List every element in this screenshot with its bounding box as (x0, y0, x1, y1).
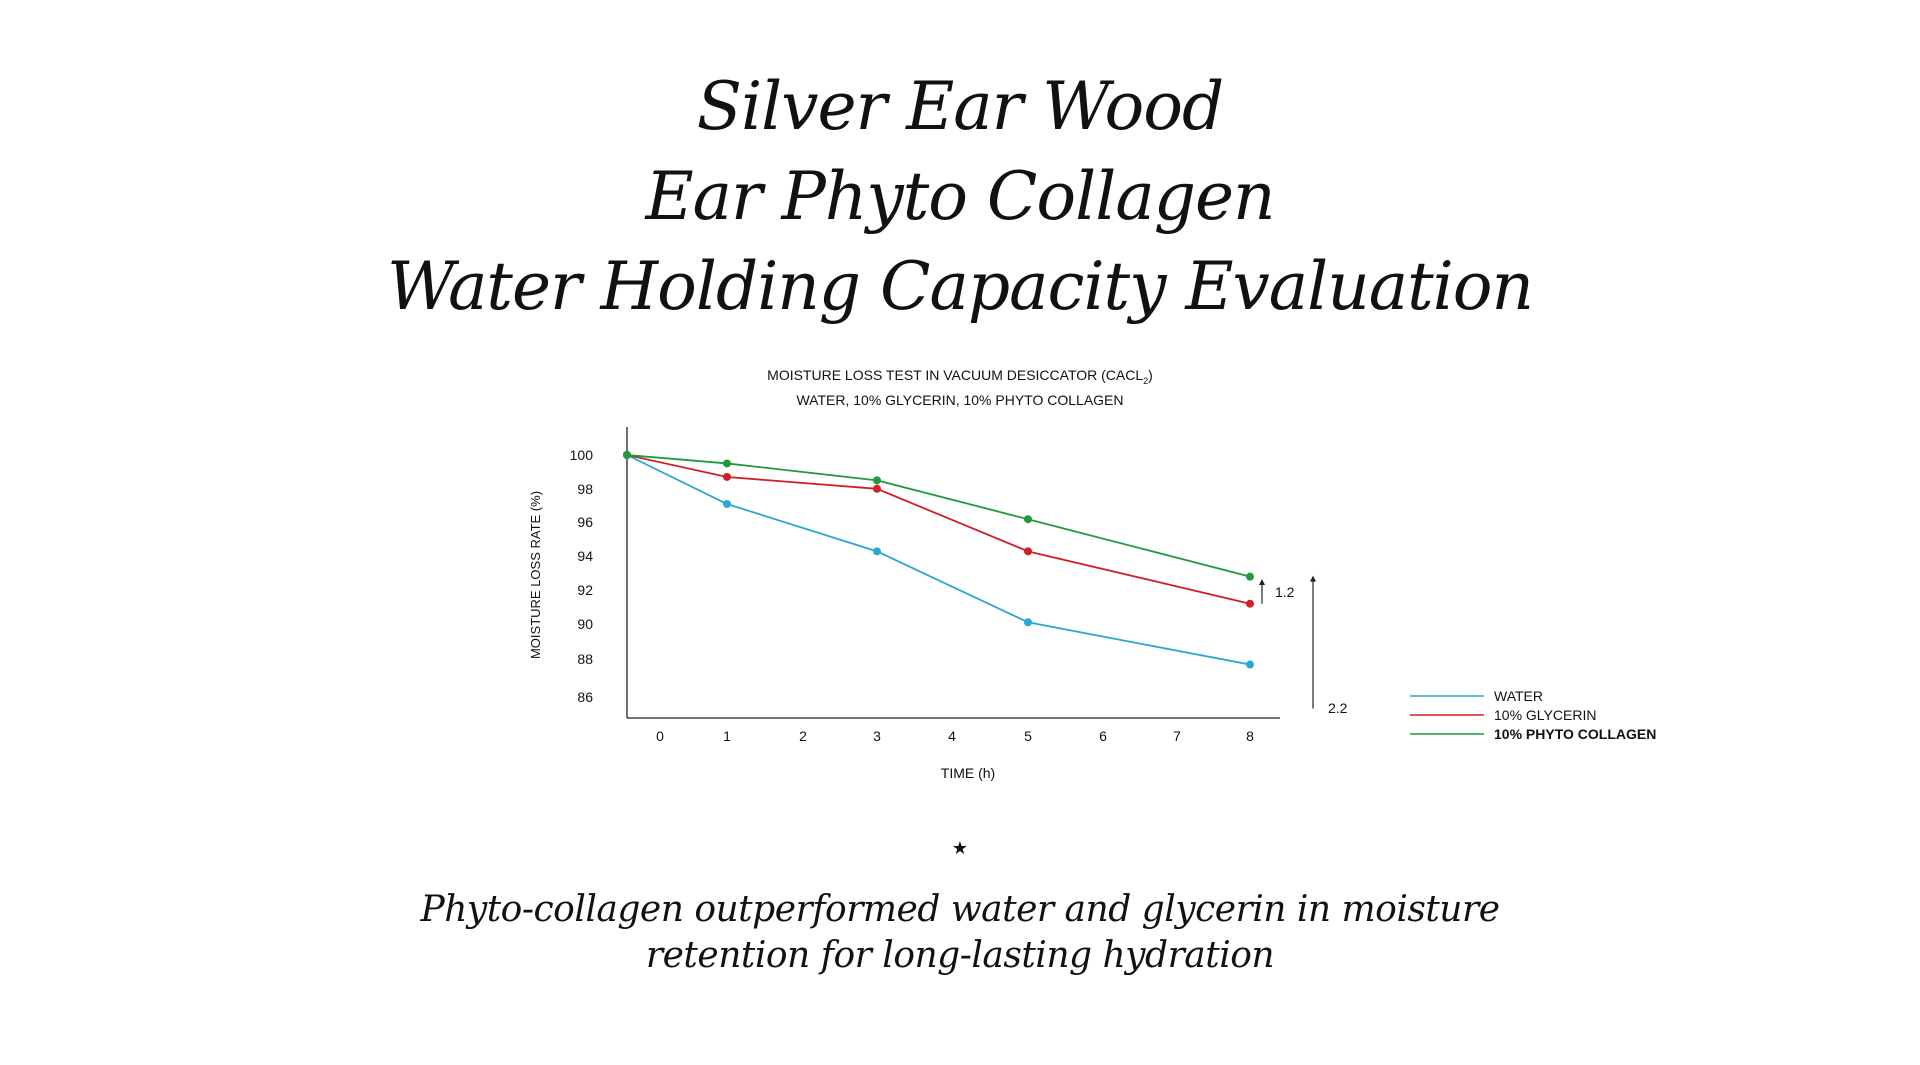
series-line (626, 454, 1251, 666)
headline-line-1: Silver Ear Wood (696, 68, 1224, 145)
data-point (1246, 660, 1254, 669)
data-point (873, 476, 881, 485)
annotation-arrow-head (1259, 579, 1265, 586)
data-point (873, 484, 881, 493)
x-axis-label: TIME (h) (941, 765, 995, 781)
legend: WATER 10% GLYCERIN 10% PHYTO COLLAGEN (1410, 688, 1656, 742)
data-point (723, 472, 731, 481)
annotation-layer: 1.2 2.2 (1259, 575, 1348, 716)
data-point (1246, 599, 1254, 608)
annotation-label: 1.2 (1275, 584, 1295, 600)
chart-title-subscript: 2 (1143, 375, 1149, 386)
data-point (1024, 515, 1032, 524)
star-separator: ★ (951, 838, 969, 859)
x-tick-label: 2 (799, 728, 807, 744)
legend-label: 10% PHYTO COLLAGEN (1494, 726, 1656, 742)
y-tick-label: 98 (577, 481, 593, 497)
y-tick-label: 96 (577, 514, 593, 530)
legend-label: WATER (1494, 688, 1543, 704)
y-tick-label: 88 (577, 651, 593, 667)
data-point (723, 500, 731, 509)
x-tick-label: 4 (948, 728, 956, 744)
tagline: Phyto-collagen outperformed water and gl… (0, 887, 1920, 979)
headline-line-2: Ear Phyto Collagen (645, 158, 1275, 235)
tagline-line-2: retention for long-lasting hydration (645, 935, 1275, 976)
series-line (626, 454, 1251, 578)
chart-title-prefix: MOISTURE LOSS TEST IN VACUUM DESICCATOR … (767, 367, 1144, 383)
x-tick-label: 8 (1246, 728, 1254, 744)
y-axis-label: MOISTURE LOSS RATE (%) (528, 491, 543, 659)
x-tick-label: 0 (656, 728, 664, 744)
chart-title-line-1: MOISTURE LOSS TEST IN VACUUM DESICCATOR … (0, 366, 1920, 391)
chart-title: MOISTURE LOSS TEST IN VACUUM DESICCATOR … (0, 366, 1920, 410)
headline-line-3: Water Holding Capacity Evaluation (386, 248, 1534, 325)
annotation-label: 2.2 (1328, 700, 1348, 716)
chart-title-line-2: WATER, 10% GLYCERIN, 10% PHYTO COLLAGEN (796, 391, 1124, 408)
y-tick-labels: 100 98 96 94 92 90 88 86 (570, 447, 594, 705)
y-tick-label: 100 (570, 447, 594, 463)
x-tick-labels: 0 1 2 3 4 5 6 7 8 (656, 728, 1254, 744)
data-point (1024, 618, 1032, 627)
y-tick-label: 94 (577, 548, 593, 564)
data-point (1246, 572, 1254, 581)
data-point (723, 459, 731, 468)
x-tick-label: 1 (723, 728, 731, 744)
x-tick-label: 7 (1173, 728, 1181, 744)
x-tick-label: 3 (873, 728, 881, 744)
x-tick-label: 5 (1024, 728, 1032, 744)
legend-label: 10% GLYCERIN (1494, 707, 1596, 723)
y-tick-label: 86 (577, 689, 593, 705)
series-line (626, 454, 1251, 605)
data-point (623, 451, 631, 459)
tagline-line-1: Phyto-collagen outperformed water and gl… (420, 889, 1500, 930)
data-point (1024, 547, 1032, 556)
headline: Silver Ear Wood Ear Phyto Collagen Water… (0, 62, 1920, 332)
y-tick-label: 92 (577, 582, 593, 598)
x-tick-label: 6 (1099, 728, 1107, 744)
data-point (873, 547, 881, 556)
chart-title-suffix: ) (1148, 367, 1153, 383)
series-layer (623, 451, 1254, 669)
annotation-arrow-head (1310, 575, 1316, 582)
y-tick-label: 90 (577, 616, 593, 632)
